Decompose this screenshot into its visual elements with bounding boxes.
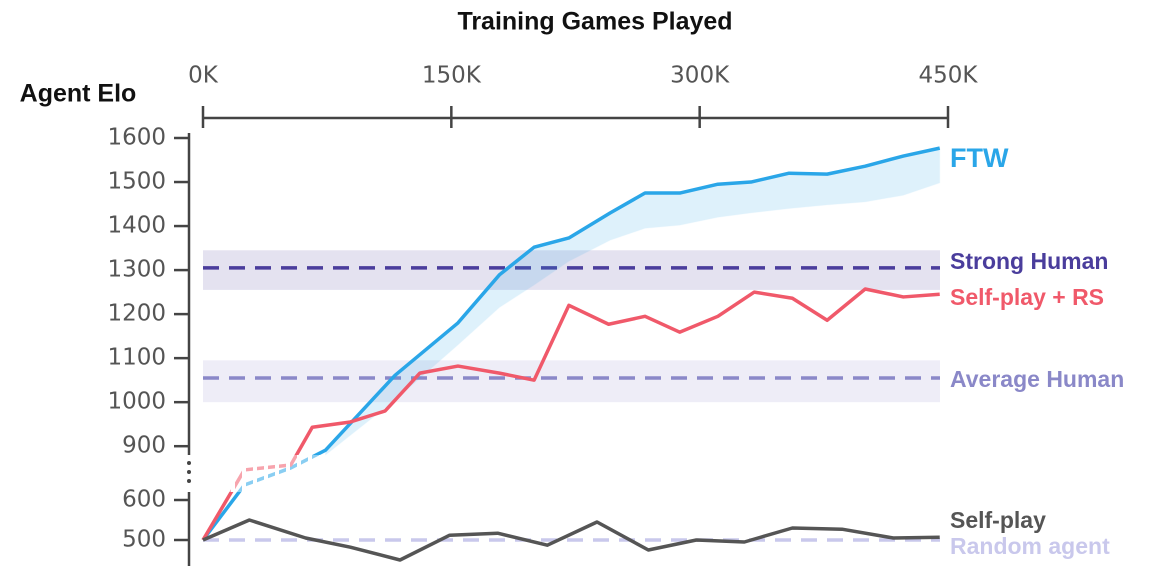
- axis-break: [187, 461, 191, 483]
- y-tick-label: 1000: [107, 389, 166, 415]
- series-label: Self-play + RS: [950, 284, 1104, 310]
- axis-break-fade: [198, 455, 330, 492]
- x-tick-label: 0K: [188, 63, 219, 89]
- x-tick-label: 450K: [919, 63, 979, 89]
- y-tick-label: 600: [122, 487, 166, 513]
- y-tick-label: 900: [122, 433, 166, 459]
- series-line: [202, 518, 940, 562]
- y-tick-label: 1600: [107, 125, 166, 151]
- reference-label: Strong Human: [950, 248, 1108, 274]
- reference-band: [203, 360, 940, 403]
- y-tick-label: 1200: [107, 301, 166, 327]
- reference-label: Random agent: [950, 533, 1110, 559]
- x-tick-label: 300K: [670, 63, 730, 89]
- series-label: Self-play: [950, 507, 1046, 533]
- chart-title: Training Games Played: [457, 8, 732, 36]
- y-tick-label: 1400: [107, 213, 166, 239]
- y-tick-label: 1100: [107, 345, 166, 371]
- series-label: FTW: [950, 143, 1009, 173]
- series-line: [201, 146, 941, 542]
- reference-label: Average Human: [950, 366, 1124, 392]
- y-axis-label: Agent Elo: [20, 80, 137, 108]
- reference-band: [203, 250, 940, 290]
- y-tick-label: 1300: [107, 257, 166, 283]
- series-line: [201, 287, 940, 541]
- y-tick-label: 500: [122, 527, 166, 553]
- x-tick-label: 150K: [422, 63, 482, 89]
- y-tick-label: 1500: [107, 169, 166, 195]
